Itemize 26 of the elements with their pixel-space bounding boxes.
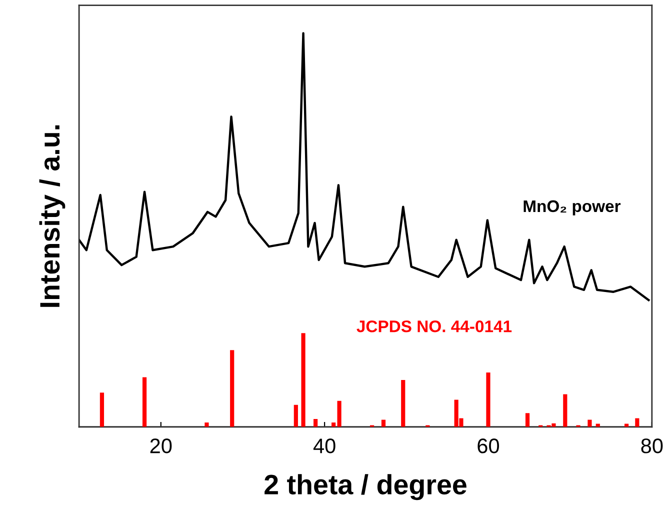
- x-tick-label: 80: [641, 438, 663, 454]
- bar: [301, 333, 306, 427]
- x-tick-label: 40: [313, 438, 336, 454]
- bar: [486, 372, 490, 427]
- text: JCPDS NO. 44-0141: [356, 320, 512, 332]
- bar: [401, 380, 406, 427]
- bar: [332, 422, 336, 427]
- bar: [588, 420, 592, 427]
- bar: [563, 394, 568, 427]
- x-tick-label: 60: [478, 438, 500, 454]
- y-axis-title: Intensity / a.u.: [39, 125, 66, 307]
- bar: [100, 392, 104, 427]
- bar: [635, 418, 640, 427]
- bar: [624, 424, 629, 427]
- bar: [294, 404, 298, 427]
- bar: [381, 420, 386, 427]
- bar: [204, 422, 209, 427]
- bar: [525, 413, 530, 427]
- bar: [337, 400, 342, 427]
- bar: [142, 377, 147, 427]
- bar: [230, 350, 234, 427]
- x-axis-title: 2 theta / degree: [264, 474, 466, 500]
- bar: [314, 418, 318, 427]
- x-tick-label: 20: [150, 438, 172, 454]
- bar: [596, 424, 600, 427]
- series-label: MnO₂ power: [524, 200, 621, 216]
